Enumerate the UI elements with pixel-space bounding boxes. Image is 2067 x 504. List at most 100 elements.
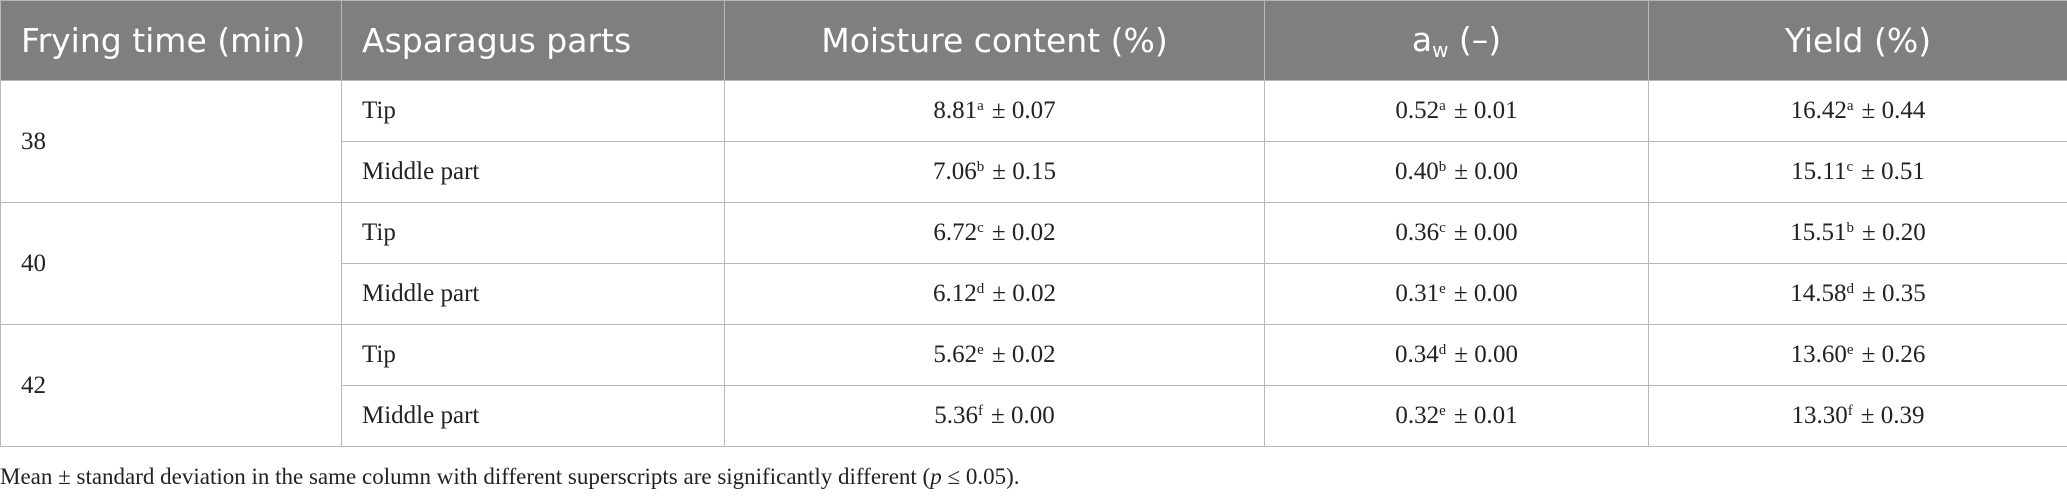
std-dev: ± 0.02 xyxy=(991,219,1056,246)
value-cell: 6.12d ± 0.02 xyxy=(724,263,1265,325)
value-cell: 8.81a ± 0.07 xyxy=(724,80,1265,142)
mean: 0.34 xyxy=(1395,341,1439,368)
std-dev: ± 0.00 xyxy=(1453,219,1518,246)
std-dev: ± 0.26 xyxy=(1861,341,1926,368)
header-text: (–) xyxy=(1448,19,1502,59)
superscript: d xyxy=(1438,342,1447,358)
value-cell: 16.42a ± 0.44 xyxy=(1648,80,2067,142)
mean: 13.60 xyxy=(1790,341,1847,368)
frying-time-cell: 38 xyxy=(0,80,342,203)
table-container: Frying time (min) Asparagus parts Moisture… xyxy=(0,0,2067,490)
std-dev: ± 0.01 xyxy=(1453,402,1518,429)
header-text: a xyxy=(1411,19,1433,59)
value-cell: 0.52a ± 0.01 xyxy=(1264,80,1649,142)
mean: 8.81 xyxy=(933,97,978,124)
std-dev: ± 0.51 xyxy=(1861,158,1925,185)
part-cell: Middle part xyxy=(341,263,725,325)
footnote-text: ≤ 0.05). xyxy=(941,464,1020,489)
superscript: e xyxy=(977,342,984,358)
std-dev: ± 0.07 xyxy=(991,97,1056,124)
mean: 14.58 xyxy=(1790,280,1847,307)
mean: 0.36 xyxy=(1395,219,1440,246)
value-cell: 0.31e ± 0.00 xyxy=(1264,263,1649,325)
value-cell: 14.58d ± 0.35 xyxy=(1648,263,2067,325)
value-cell: 13.30f ± 0.39 xyxy=(1648,385,2067,447)
header-cell: Asparagus parts xyxy=(341,0,725,81)
header-subscript: w xyxy=(1432,37,1449,62)
header-cell: Moisture content (%) xyxy=(724,0,1265,81)
part-cell: Tip xyxy=(341,324,725,386)
value-cell: 6.72c ± 0.02 xyxy=(724,202,1265,264)
part-cell: Tip xyxy=(341,202,725,264)
value-cell: 13.60e ± 0.26 xyxy=(1648,324,2067,386)
mean: 16.42 xyxy=(1790,97,1847,124)
std-dev: ± 0.02 xyxy=(991,341,1056,368)
part-cell: Middle part xyxy=(341,385,725,447)
mean: 15.51 xyxy=(1790,219,1847,246)
std-dev: ± 0.02 xyxy=(992,280,1056,307)
superscript: a xyxy=(1439,98,1446,114)
header-cell: Yield (%) xyxy=(1648,0,2067,81)
table-row: Middle part 6.12d ± 0.02 0.31e ± 0.00 14.58d ±… xyxy=(1,263,2067,325)
table-body: 38 Tip 8.81a ± 0.07 0.52a ± 0.01 16.42a ± 0.44 M… xyxy=(0,80,2067,447)
mean: 0.40 xyxy=(1395,158,1439,185)
mean: 5.36 xyxy=(934,402,978,429)
superscript: c xyxy=(977,220,984,236)
mean: 7.06 xyxy=(933,158,977,185)
std-dev: ± 0.44 xyxy=(1861,97,1926,124)
std-dev: ± 0.35 xyxy=(1862,280,1926,307)
value-cell: 5.62e ± 0.02 xyxy=(724,324,1265,386)
data-table: Frying time (min) Asparagus parts Moisture… xyxy=(0,0,2067,447)
superscript: e xyxy=(1439,403,1446,419)
superscript: c xyxy=(1439,220,1446,236)
table-row: Middle part 7.06b ± 0.15 0.40b ± 0.00 15.11c ±… xyxy=(1,141,2067,203)
footnote-italic: p xyxy=(930,464,942,489)
superscript: c xyxy=(1846,159,1854,175)
superscript: a xyxy=(977,98,984,114)
mean: 5.62 xyxy=(933,341,978,368)
part-cell: Middle part xyxy=(341,141,725,203)
value-cell: 7.06b ± 0.15 xyxy=(724,141,1265,203)
header-cell: aw (–) xyxy=(1264,0,1649,81)
mean: 15.11 xyxy=(1791,158,1847,185)
header-row: Frying time (min) Asparagus parts Moisture… xyxy=(0,0,2067,81)
mean: 13.30 xyxy=(1791,402,1848,429)
superscript: d xyxy=(976,281,985,297)
superscript: f xyxy=(978,403,983,419)
value-cell: 0.36c ± 0.00 xyxy=(1264,202,1649,264)
std-dev: ± 0.00 xyxy=(1454,341,1518,368)
std-dev: ± 0.00 xyxy=(1453,280,1518,307)
table-row: 40 Tip 6.72c ± 0.02 0.36c ± 0.00 15.51b ± 0.20 xyxy=(0,202,2067,325)
frying-time-cell: 40 xyxy=(0,202,342,325)
std-dev: ± 0.39 xyxy=(1860,402,1925,429)
value-cell: 0.40b ± 0.00 xyxy=(1264,141,1649,203)
value-cell: 0.34d ± 0.00 xyxy=(1264,324,1649,386)
header-cell: Frying time (min) xyxy=(0,0,342,81)
mean: 0.52 xyxy=(1395,97,1440,124)
superscript: b xyxy=(976,159,985,175)
footnote-text: Mean ± standard deviation in the same co… xyxy=(0,464,931,489)
mean: 6.12 xyxy=(933,280,977,307)
table-row: Middle part 5.36f ± 0.00 0.32e ± 0.01 13.30f ±… xyxy=(1,385,2067,447)
superscript: e xyxy=(1846,342,1854,358)
footnote: Mean ± standard deviation in the same co… xyxy=(0,464,2067,490)
value-cell: 15.11c ± 0.51 xyxy=(1648,141,2067,203)
value-cell: 0.32e ± 0.01 xyxy=(1264,385,1649,447)
table-row: 38 Tip 8.81a ± 0.07 0.52a ± 0.01 16.42a ± 0.44 xyxy=(0,80,2067,203)
std-dev: ± 0.01 xyxy=(1453,97,1518,124)
value-cell: 5.36f ± 0.00 xyxy=(724,385,1265,447)
part-cell: Tip xyxy=(341,80,725,142)
table-row: 42 Tip 5.62e ± 0.02 0.34d ± 0.00 13.60e ± 0.26 xyxy=(0,324,2067,447)
superscript: a xyxy=(1846,98,1854,114)
std-dev: ± 0.15 xyxy=(992,158,1056,185)
mean: 0.31 xyxy=(1395,280,1440,307)
mean: 0.32 xyxy=(1395,402,1440,429)
std-dev: ± 0.00 xyxy=(1454,158,1518,185)
std-dev: ± 0.00 xyxy=(991,402,1055,429)
frying-time-cell: 42 xyxy=(0,324,342,447)
superscript: d xyxy=(1846,281,1855,297)
superscript: b xyxy=(1438,159,1447,175)
superscript: f xyxy=(1847,403,1853,419)
superscript: e xyxy=(1439,281,1446,297)
